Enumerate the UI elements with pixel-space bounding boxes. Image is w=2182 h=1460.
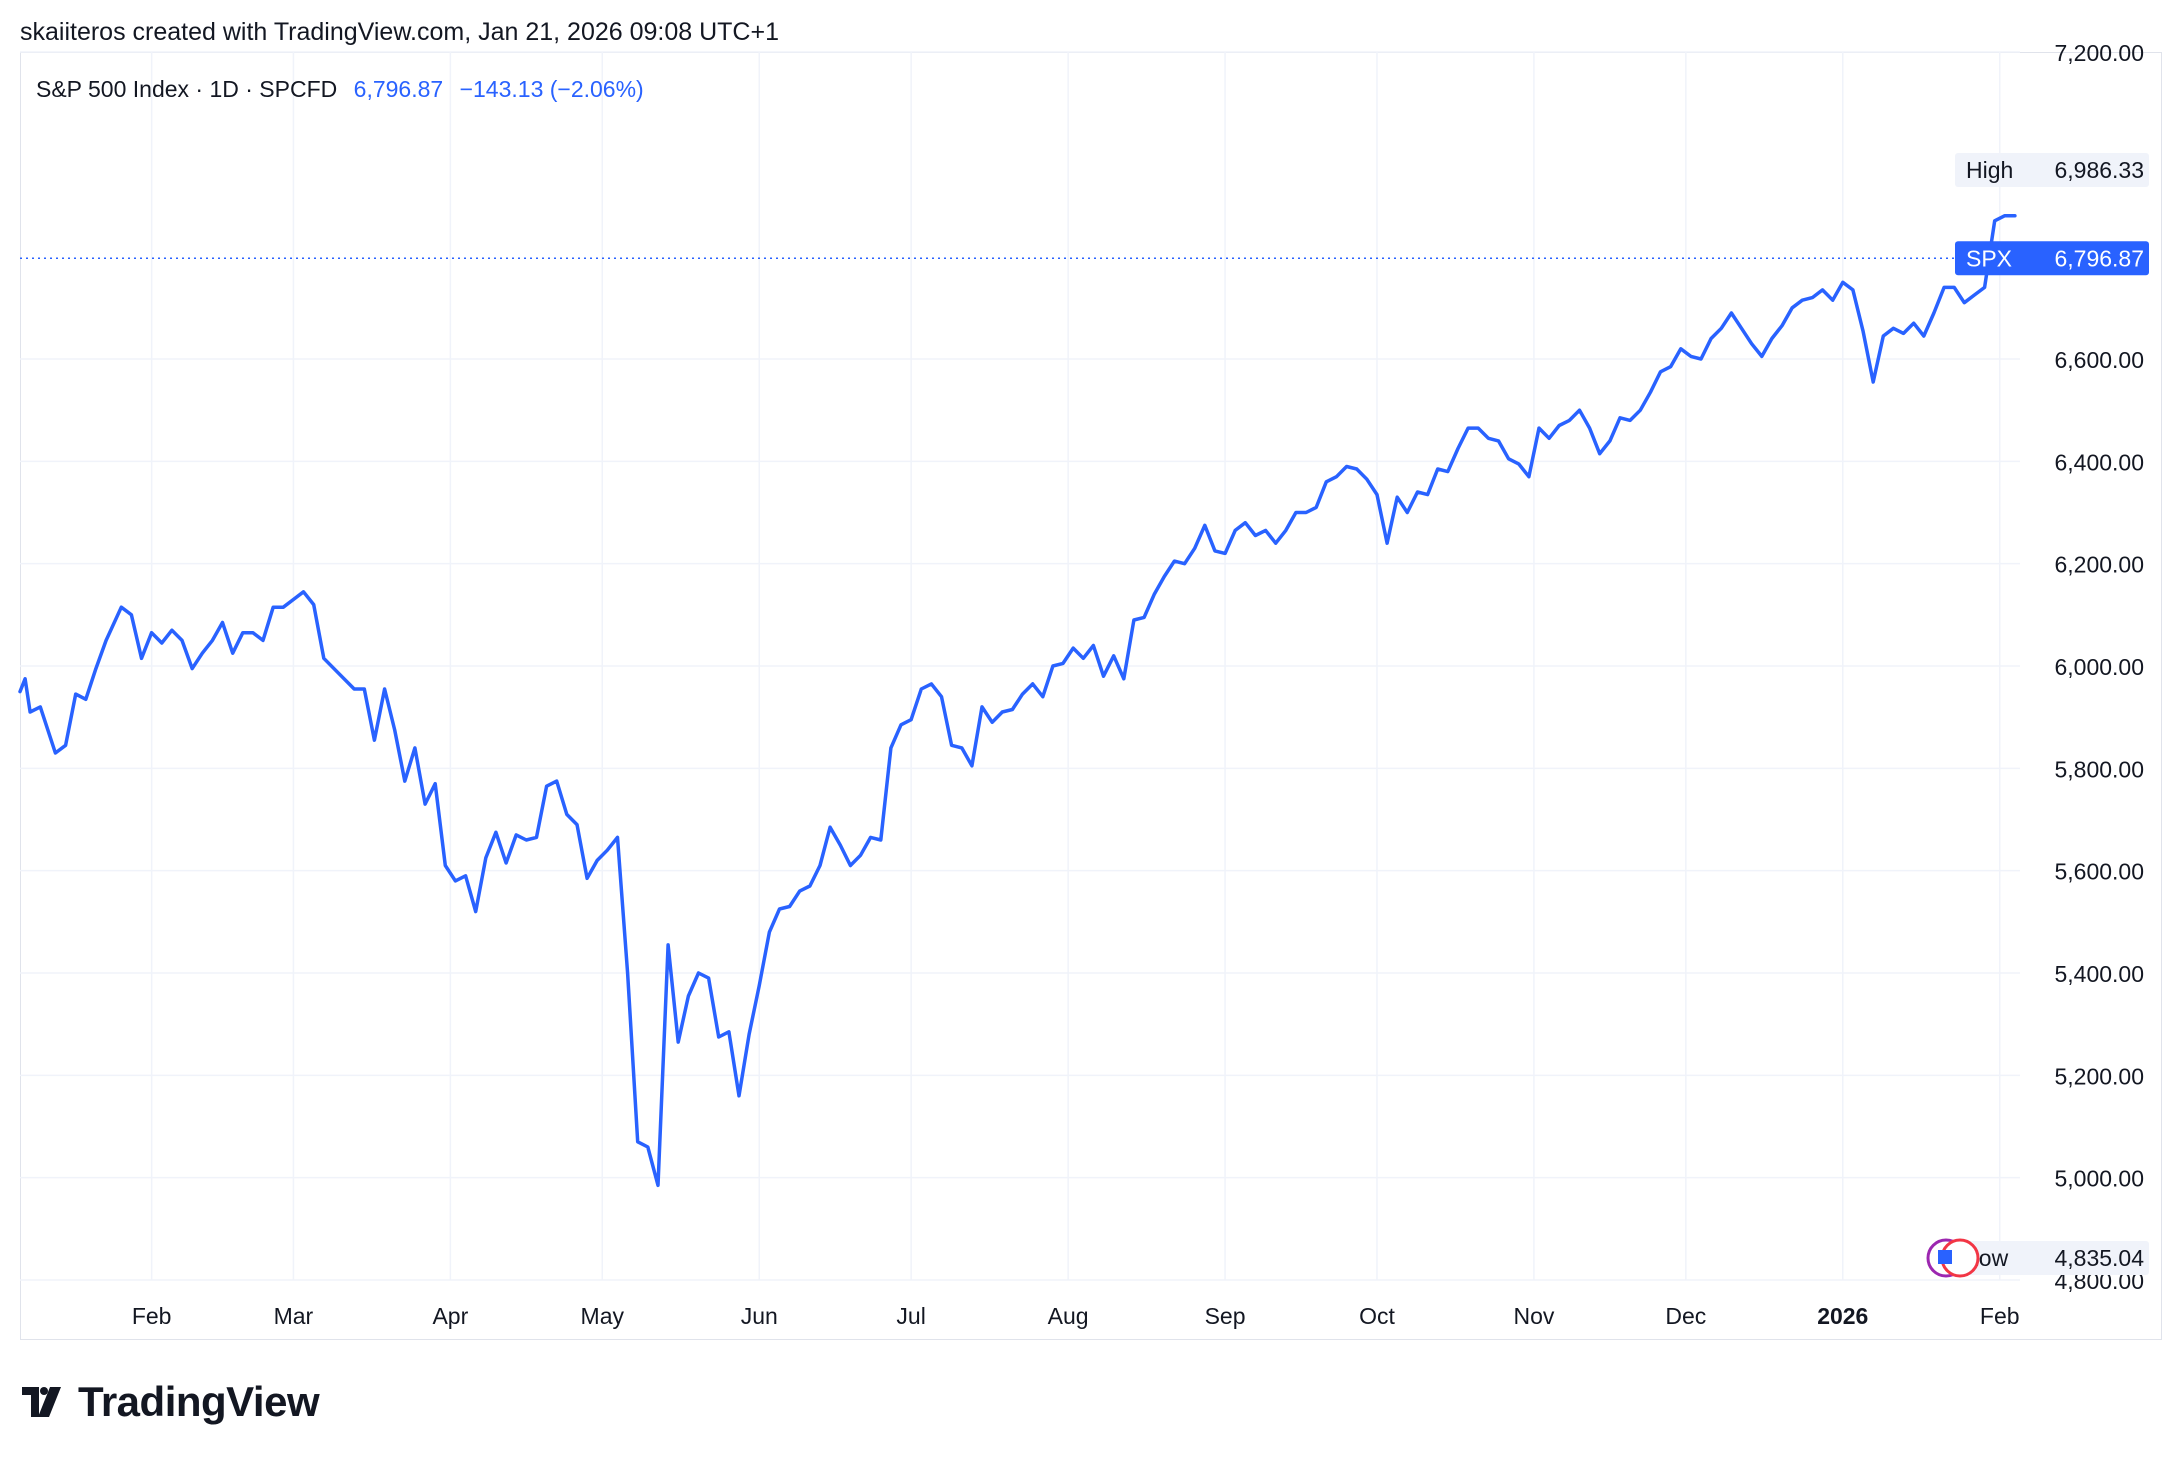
grid-lines (20, 51, 2020, 1281)
x-tick-label: Feb (1980, 1303, 2020, 1329)
high-marker: High 6,986.33 (1955, 153, 2149, 187)
high-marker-bg (1955, 153, 2149, 187)
y-tick-label: 7,200.00 (2054, 40, 2144, 66)
last-price-marker-label: SPX (1966, 245, 2012, 271)
y-tick-label: 5,600.00 (2054, 859, 2144, 885)
high-marker-label: High (1966, 157, 2013, 183)
price-line (18, 213, 2017, 1188)
legend-symbol: S&P 500 Index · 1D · SPCFD (36, 76, 338, 102)
y-tick-label: 6,000.00 (2054, 654, 2144, 680)
x-tick-label: Jun (741, 1303, 778, 1329)
legend-change: −143.13 (−2.06%) (459, 76, 644, 102)
x-axis: Feb Mar Apr May Jun Jul Aug Sep Oct Nov Dec 2026 Feb (132, 1303, 2020, 1329)
y-tick-label: 5,000.00 (2054, 1166, 2144, 1192)
x-tick-label: Feb (132, 1303, 172, 1329)
x-tick-label: May (581, 1303, 625, 1329)
low-marker-bg (1955, 1241, 2149, 1275)
last-price-marker-bg (1955, 241, 2149, 276)
event-icons (1926, 1238, 1980, 1278)
chart-legend: S&P 500 Index · 1D · SPCFD 6,796.87 −143… (36, 76, 644, 103)
y-tick-label: 5,200.00 (2054, 1063, 2144, 1089)
chart-credit: skaiiteros created with TradingView.com,… (20, 18, 779, 46)
legend-price: 6,796.87 (353, 76, 444, 102)
x-tick-label: Apr (432, 1303, 468, 1329)
y-tick-label: 6,200.00 (2054, 552, 2144, 578)
high-marker-value: 6,986.33 (2054, 157, 2144, 183)
low-marker: Low 4,835.04 (1955, 1241, 2149, 1275)
x-tick-label: Sep (1205, 1303, 1246, 1329)
y-axis: 7,200.00 6,600.00 6,400.00 6,200.00 6,000.00… (2054, 40, 2144, 1294)
x-tick-label: Aug (1048, 1303, 1089, 1329)
x-tick-label: Dec (1665, 1303, 1706, 1329)
tradingview-logo[interactable]: TradingView (22, 1378, 320, 1426)
price-markers: High 6,986.33 SPX 6,796.87 Low 4,835.04 (20, 153, 2149, 1278)
x-tick-label: Jul (896, 1303, 925, 1329)
chart-panel (20, 52, 2162, 1340)
y-tick-label: 5,800.00 (2054, 756, 2144, 782)
x-tick-label: Oct (1359, 1303, 1395, 1329)
last-price-marker: SPX 6,796.87 (1955, 241, 2149, 276)
calendar-icon (1938, 1250, 1952, 1264)
last-price-marker-value: 6,796.87 (2054, 245, 2144, 271)
tradingview-wordmark: TradingView (78, 1378, 320, 1425)
x-tick-label: Mar (274, 1303, 314, 1329)
y-tick-label: 5,400.00 (2054, 961, 2144, 987)
y-tick-label: 6,600.00 (2054, 347, 2144, 373)
tradingview-logo-icon (22, 1387, 61, 1417)
series-layer (18, 213, 2017, 1188)
x-tick-label: 2026 (1817, 1303, 1868, 1329)
x-tick-label: Nov (1513, 1303, 1554, 1329)
low-marker-value: 4,835.04 (2054, 1245, 2144, 1271)
y-tick-label: 6,400.00 (2054, 449, 2144, 475)
